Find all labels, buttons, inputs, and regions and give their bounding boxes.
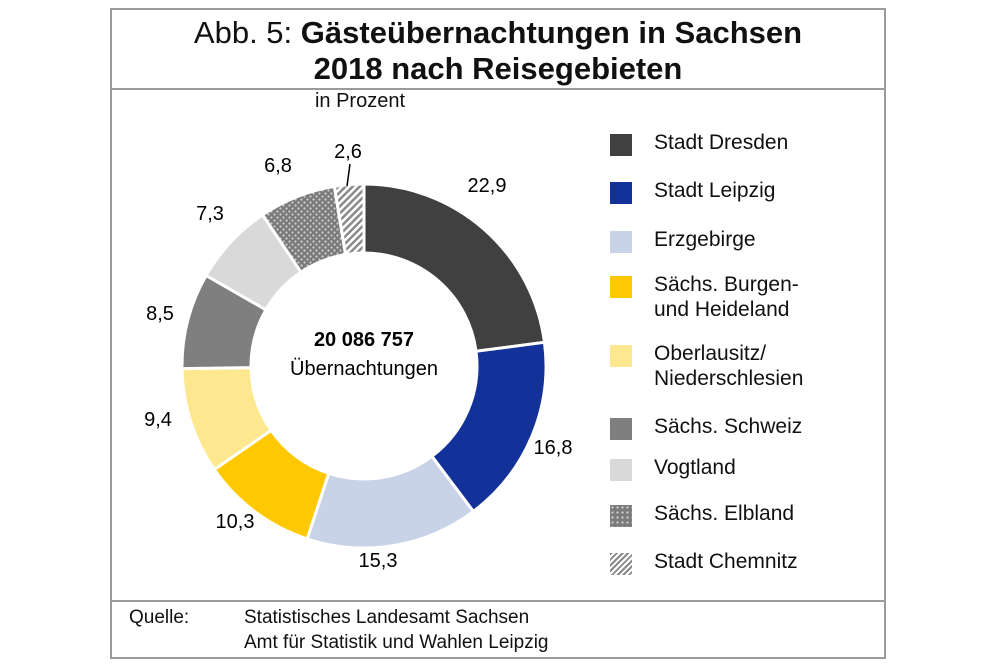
donut-segment-1 xyxy=(362,182,547,353)
data-label: 15,3 xyxy=(359,550,398,572)
title-line1: Gästeübernachtungen in Sachsen xyxy=(300,15,803,50)
source-values: Statistisches Landesamt Sachsen Amt für S… xyxy=(244,605,549,655)
data-label: 10,3 xyxy=(216,511,255,533)
source-line2: Amt für Statistik und Wahlen Leipzig xyxy=(244,632,549,653)
title-line2: 2018 nach Reisegebieten xyxy=(313,51,683,86)
data-label: 22,9 xyxy=(468,175,507,197)
legend-label: Stadt Dresden xyxy=(654,131,789,154)
legend-swatch xyxy=(610,182,632,204)
chart-subtitle: in Prozent xyxy=(314,90,406,112)
legend-swatch xyxy=(610,459,632,481)
legend-label: Vogtland xyxy=(654,456,736,479)
legend-swatch xyxy=(610,553,632,575)
legend-label: Erzgebirge xyxy=(654,228,756,251)
legend-swatch xyxy=(610,134,632,156)
legend-label: Stadt Leipzig xyxy=(654,179,776,202)
legend-swatch xyxy=(610,418,632,440)
source-label: Quelle: xyxy=(129,607,190,628)
data-label: 7,3 xyxy=(196,203,224,225)
title-prefix: Abb. 5: xyxy=(193,15,293,50)
leader-line xyxy=(346,163,351,187)
legend-swatch xyxy=(610,505,632,527)
legend-swatch xyxy=(610,276,632,298)
data-label: 8,5 xyxy=(146,303,174,325)
data-label: 2,6 xyxy=(334,141,362,163)
data-label: 6,8 xyxy=(264,155,292,177)
legend-swatch xyxy=(610,345,632,367)
legend-label: Sächs. Schweiz xyxy=(654,415,803,438)
center-total: 20 086 757 xyxy=(314,329,414,351)
legend-label: Sächs. Burgen-und Heideland xyxy=(654,273,799,321)
legend-label: Stadt Chemnitz xyxy=(654,550,798,573)
center-label: Übernachtungen xyxy=(290,358,438,380)
legend-label: Sächs. Elbland xyxy=(654,502,795,525)
legend-swatch xyxy=(610,231,632,253)
data-label: 16,8 xyxy=(534,437,573,459)
chart-frame: Abb. 5: Gästeübernachtungen in Sachsen 2… xyxy=(110,8,886,659)
donut-segment-9 xyxy=(332,182,366,257)
chart-title: Abb. 5: Gästeübernachtungen in Sachsen 2… xyxy=(112,10,884,90)
source-note: Quelle: Statistisches Landesamt Sachsen A… xyxy=(112,600,884,661)
source-line1: Statistisches Landesamt Sachsen xyxy=(244,607,530,628)
legend-label: Oberlausitz/Niederschlesien xyxy=(654,342,804,390)
data-label: 9,4 xyxy=(144,409,172,431)
